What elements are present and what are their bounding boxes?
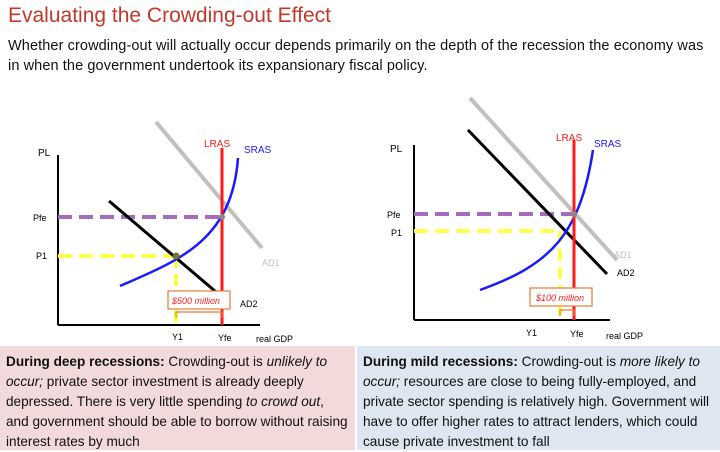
left-sras-label: SRAS	[244, 145, 272, 156]
mild-recession-explanation: During mild recessions: Crowding-out is …	[357, 346, 720, 450]
left-gap-box	[167, 290, 231, 310]
left-pfe-label: Pfe	[33, 213, 47, 223]
right-ad1-label: AD1	[614, 250, 632, 260]
mild-recession-lead: During mild recessions:	[363, 354, 518, 369]
left-ad1-curve	[154, 120, 264, 250]
right-sras-label: SRAS	[594, 139, 622, 150]
left-ad2-label: AD2	[240, 299, 258, 309]
mild-recession-text-1: Crowding-out is	[517, 354, 620, 369]
deep-recession-emphasis-2: to crowd out	[246, 394, 321, 409]
right-gap-box	[529, 287, 593, 307]
right-gap-bracket	[559, 309, 575, 316]
left-gap-label: $500 million	[171, 296, 220, 306]
right-ad2-curve	[466, 128, 609, 276]
right-sras-curve	[479, 149, 595, 292]
deep-recession-text-2: private sector investment is already dee…	[6, 374, 304, 409]
left-ad2-curve	[108, 199, 223, 299]
left-graph: PL LRAS SRAS Pfe P1 AD1 AD2 $500 million…	[33, 120, 293, 344]
left-p1-label: P1	[36, 251, 47, 261]
left-lras-label: LRAS	[204, 139, 230, 150]
left-p1-point	[172, 252, 180, 260]
right-lras-label: LRAS	[556, 133, 582, 144]
deep-recession-text-1: Crowding-out is	[164, 354, 267, 369]
left-x-axis-label: real GDP	[256, 334, 293, 344]
left-yfe-label: Yfe	[218, 333, 232, 343]
right-p1-label: P1	[391, 228, 402, 238]
right-pl-label: PL	[390, 144, 403, 155]
slide-title: Evaluating the Crowding-out Effect	[8, 4, 331, 27]
deep-recession-text-3: , and government should be able to borro…	[6, 394, 348, 449]
left-ad1-label: AD1	[262, 258, 280, 268]
right-graph: PL LRAS SRAS Pfe P1 AD1 AD2 $100 million…	[387, 96, 643, 341]
right-yfe-label: Yfe	[570, 329, 584, 339]
left-sras-curve	[119, 157, 240, 288]
left-pl-label: PL	[38, 148, 51, 159]
deep-recession-emphasis: unlikely to occur;	[6, 354, 328, 389]
left-pfe-point	[219, 214, 225, 220]
right-gap-label: $100 million	[535, 293, 584, 303]
right-pfe-label: Pfe	[387, 210, 401, 220]
mild-recession-text-2: resources are close to being fully-emplo…	[363, 374, 710, 449]
right-x-axis-label: real GDP	[606, 331, 643, 341]
left-gap-bracket	[175, 311, 223, 318]
mild-recession-emphasis: more likely to occur;	[363, 354, 700, 389]
right-ad1-curve	[468, 96, 619, 262]
right-pfe-point	[571, 211, 577, 217]
slide-subtitle: Whether crowding-out will actually occur…	[8, 38, 704, 74]
graphs-area: PL LRAS SRAS Pfe P1 AD1 AD2 $500 million…	[33, 96, 643, 344]
deep-recession-lead: During deep recessions:	[6, 354, 165, 369]
deep-recession-explanation: During deep recessions: Crowding-out is …	[0, 346, 355, 450]
right-y1-label: Y1	[526, 328, 537, 338]
right-ad2-label: AD2	[617, 268, 635, 278]
left-y1-label: Y1	[172, 332, 183, 342]
